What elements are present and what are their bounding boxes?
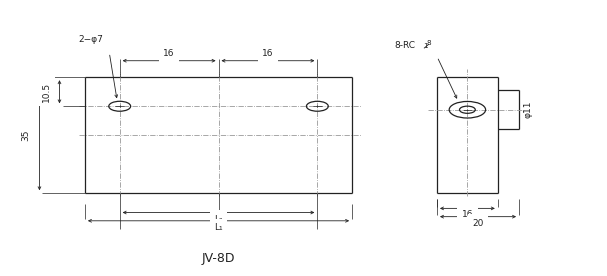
Text: 16: 16 [163,49,175,58]
Text: 8-RC: 8-RC [395,41,416,50]
Text: 35: 35 [22,129,30,141]
Text: 20: 20 [472,219,484,227]
Text: L₁: L₁ [214,223,223,232]
Text: φ11: φ11 [524,101,533,118]
Text: 1: 1 [423,43,428,49]
Text: 2−φ7: 2−φ7 [79,35,103,44]
Text: JV-8D: JV-8D [202,252,236,265]
Text: L₂: L₂ [214,215,223,224]
Text: 16: 16 [462,210,473,219]
Text: 10.5: 10.5 [42,82,50,102]
Text: 16: 16 [262,49,274,58]
Text: 8: 8 [427,40,432,46]
